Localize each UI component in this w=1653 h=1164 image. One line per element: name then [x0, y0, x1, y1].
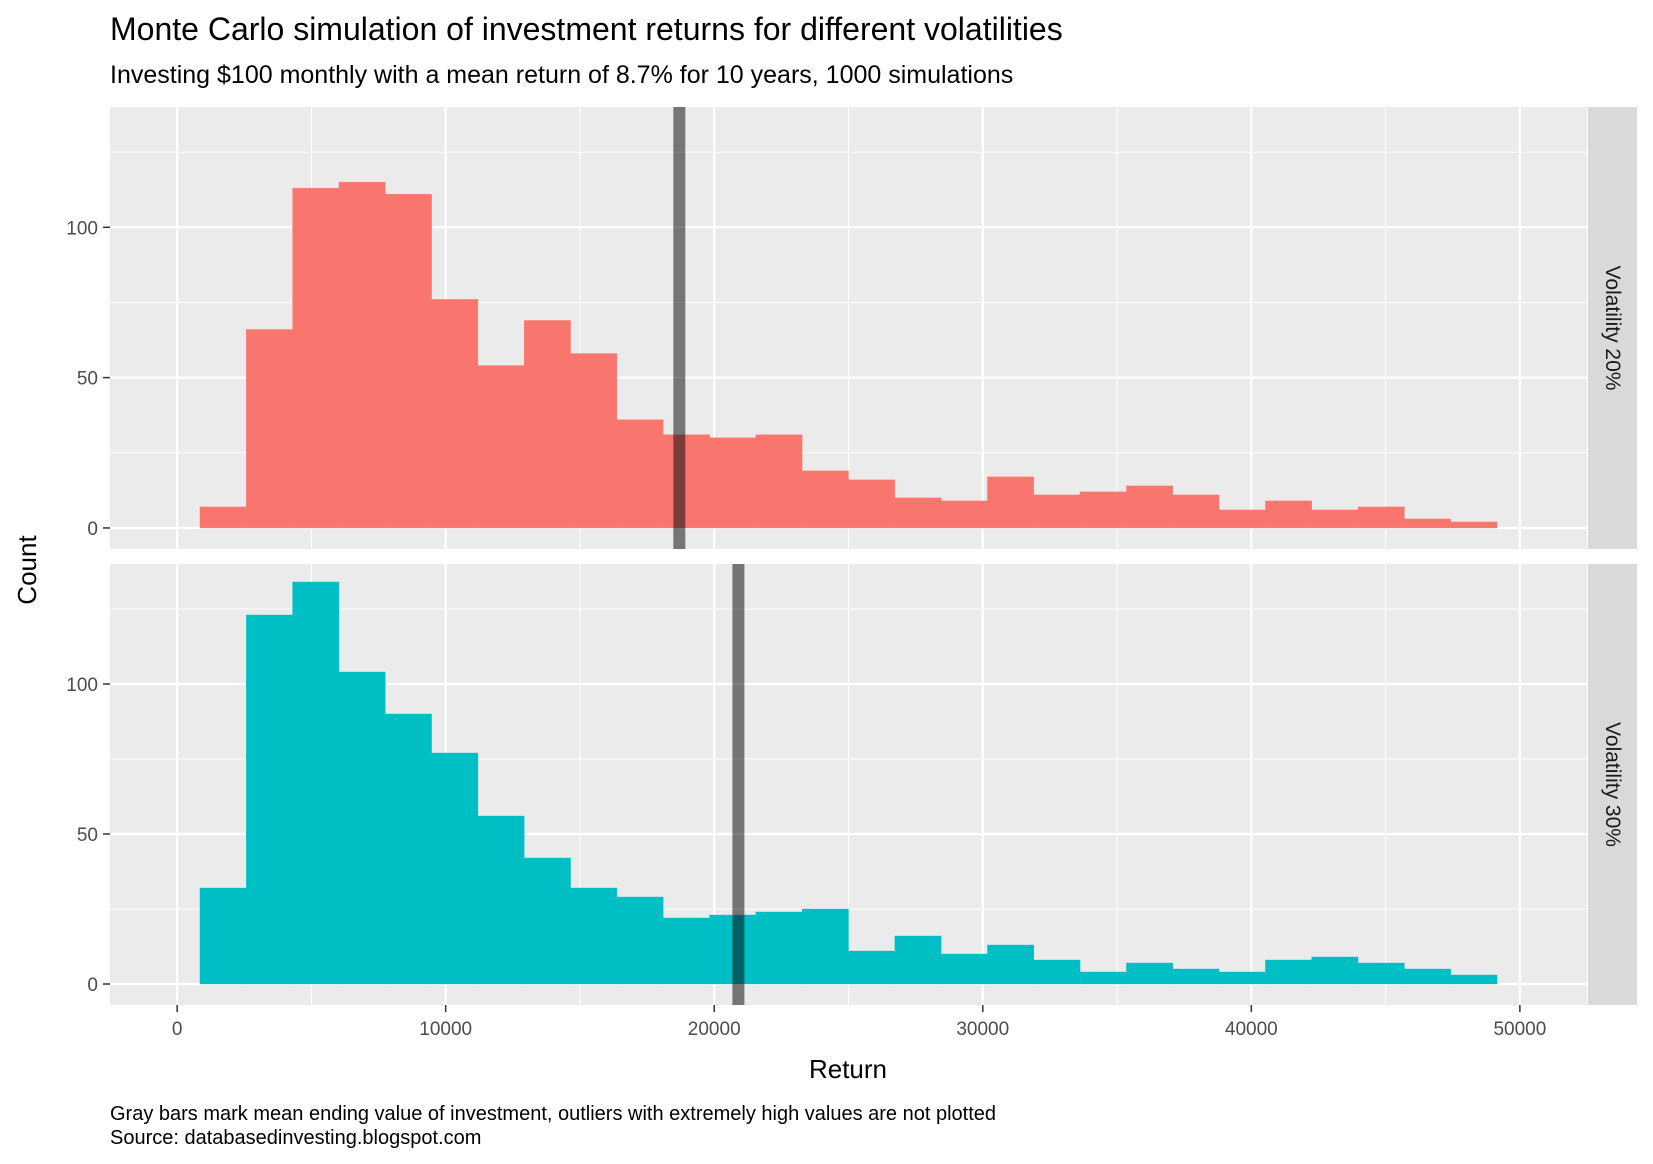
histogram-bar: [848, 950, 896, 985]
y-tick-label: 50: [77, 369, 98, 390]
histogram-bar: [709, 437, 757, 529]
histogram-bar: [1404, 518, 1452, 529]
histogram-bar: [1079, 971, 1127, 985]
histogram-bar: [384, 193, 432, 529]
facet-strip-label: Volatility 20%: [1601, 266, 1624, 391]
histogram-bar: [570, 887, 618, 985]
histogram-bar: [755, 911, 803, 985]
y-tick-label: 100: [66, 675, 98, 696]
caption-note: Gray bars mark mean ending value of inve…: [110, 1103, 996, 1125]
histogram-bar: [848, 479, 896, 529]
histogram-bar: [523, 320, 571, 529]
histogram-bar: [1311, 509, 1359, 529]
histogram-bar: [894, 497, 942, 529]
chart-title: Monte Carlo simulation of investment ret…: [110, 11, 1063, 47]
histogram-bar: [1357, 962, 1405, 985]
histogram-bar: [1311, 956, 1359, 985]
x-tick-label: 10000: [419, 1019, 472, 1040]
mean-line: [673, 107, 686, 549]
facet-panel-1: 0 50 100 Volatility 20%: [66, 107, 1637, 549]
histogram-bar: [616, 896, 664, 985]
x-axis-title: Return: [809, 1054, 887, 1084]
histogram-bars: [199, 581, 1498, 985]
y-tick-label: 0: [87, 519, 98, 540]
histogram-bar: [940, 953, 988, 985]
histogram-bar: [662, 917, 710, 985]
histogram-bar: [477, 365, 525, 529]
histogram-bar: [1450, 974, 1498, 985]
x-axis: 0 10000 20000 30000 40000 50000: [172, 1005, 1546, 1040]
histogram-bar: [1450, 521, 1498, 529]
facet-panels: 0 50 100 Volatility 20% 0 50 100 Volatility 30%: [66, 107, 1637, 1005]
chart-subtitle: Investing $100 monthly with a mean retur…: [110, 61, 1013, 89]
histogram-bar: [940, 500, 988, 529]
caption-source: Source: databasedinvesting.blogspot.com: [110, 1127, 481, 1149]
histogram-bar: [801, 470, 849, 529]
histogram-bar: [1404, 968, 1452, 985]
mean-line: [732, 564, 745, 1005]
histogram-bar: [801, 908, 849, 985]
y-axis-title: Count: [12, 535, 42, 605]
histogram-bar: [1126, 962, 1174, 985]
histogram-bar: [523, 857, 571, 985]
histogram-bar: [1218, 971, 1266, 985]
histogram-bar: [1172, 968, 1220, 985]
histogram-bar: [477, 815, 525, 985]
x-tick-label: 0: [172, 1019, 183, 1040]
histogram-bar: [338, 671, 386, 985]
histogram-bar: [1357, 506, 1405, 529]
histogram-bar: [1172, 494, 1220, 529]
histogram-bar: [662, 434, 710, 529]
histogram-bar: [245, 614, 293, 985]
histogram-bars: [199, 181, 1498, 529]
histogram-bar: [755, 434, 803, 529]
histogram-bar: [1079, 491, 1127, 529]
histogram-bar: [987, 476, 1035, 529]
x-tick-label: 30000: [956, 1019, 1009, 1040]
facet-strip: [1588, 564, 1637, 1005]
histogram-bar: [1126, 485, 1174, 529]
histogram-bar: [987, 944, 1035, 985]
x-tick-label: 50000: [1493, 1019, 1546, 1040]
histogram-bar: [292, 187, 340, 529]
histogram-bar: [616, 419, 664, 529]
histogram-bar: [199, 887, 247, 985]
histogram-bar: [245, 329, 293, 529]
histogram-bar: [1265, 500, 1313, 529]
histogram-bar: [199, 506, 247, 529]
histogram-bar: [1218, 509, 1266, 529]
histogram-bar: [384, 713, 432, 985]
histogram-bar: [338, 181, 386, 529]
x-tick-label: 20000: [688, 1019, 741, 1040]
histogram-bar: [570, 353, 618, 529]
histogram-bar: [1033, 959, 1081, 985]
histogram-bar: [1265, 959, 1313, 985]
facet-strip-label: Volatility 30%: [1601, 722, 1624, 847]
histogram-bar: [431, 752, 479, 985]
histogram-bar: [431, 299, 479, 529]
histogram-bar: [1033, 494, 1081, 529]
x-tick-label: 40000: [1225, 1019, 1278, 1040]
histogram-bar: [894, 935, 942, 985]
y-tick-label: 50: [77, 825, 98, 846]
y-tick-label: 100: [66, 218, 98, 239]
y-tick-label: 0: [87, 975, 98, 996]
histogram-bar: [292, 581, 340, 985]
facet-panel-2: 0 50 100 Volatility 30%: [66, 564, 1637, 1005]
facet-strip: [1588, 107, 1637, 549]
